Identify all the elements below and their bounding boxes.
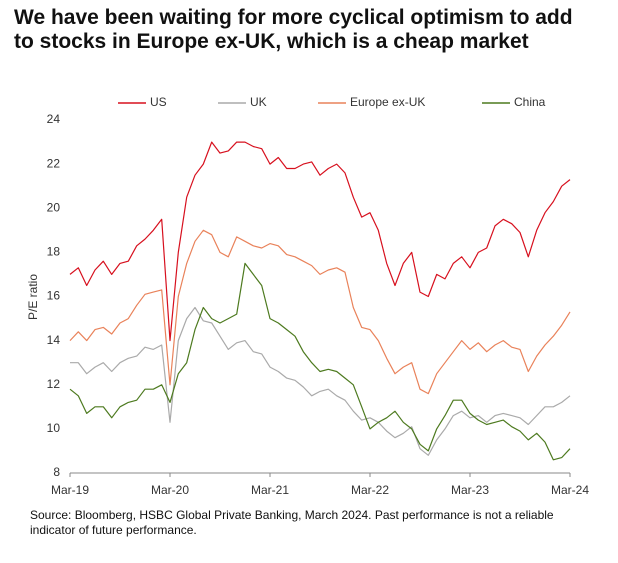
x-tick-label: Mar-21	[251, 483, 289, 497]
y-tick-label: 10	[47, 421, 61, 435]
series-line	[69, 141, 571, 342]
x-tick-label: Mar-20	[151, 483, 189, 497]
series-line	[70, 306, 571, 456]
series-line	[69, 229, 571, 395]
x-tick-label: Mar-22	[351, 483, 389, 497]
legend-label: China	[514, 95, 546, 109]
legend-label: Europe ex-UK	[350, 95, 425, 109]
y-tick-label: 22	[47, 156, 61, 170]
legend-label: UK	[250, 95, 267, 109]
series-line	[69, 262, 571, 461]
y-tick-label: 24	[47, 112, 61, 126]
y-tick-label: 8	[53, 465, 60, 479]
chart: P/E ratio 8 10 12 14 16 18 20 22 24 Mar-19 Mar-20 M…	[26, 95, 589, 497]
x-tick-label: Mar-24	[551, 483, 589, 497]
y-tick-label: 16	[47, 289, 61, 303]
x-tick-label: Mar-19	[51, 483, 89, 497]
source-note: Source: Bloomberg, HSBC Global Private B…	[30, 508, 554, 537]
legend-label: US	[150, 95, 167, 109]
y-tick-label: 14	[47, 333, 61, 347]
y-tick-label: 12	[47, 377, 61, 391]
chart-title: We have been waiting for more cyclical o…	[14, 6, 573, 53]
x-tick-label: Mar-23	[451, 483, 489, 497]
y-axis-label: P/E ratio	[26, 274, 40, 320]
y-tick-label: 20	[47, 200, 61, 214]
y-tick-label: 18	[47, 245, 61, 259]
